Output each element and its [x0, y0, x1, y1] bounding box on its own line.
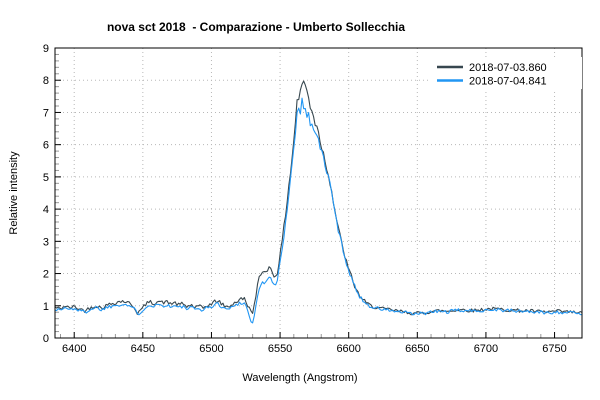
y-tick-label: 8 [43, 75, 49, 87]
y-tick-label: 7 [43, 107, 49, 119]
chart-title: nova sct 2018 - Comparazione - Umberto S… [107, 20, 405, 34]
x-tick-label: 6500 [199, 343, 223, 355]
plot-border [54, 47, 583, 339]
plot-area: 6400 6450 6500 6550 6600 6650 6700 6750 0 1 2 3 4 5 6 7… [43, 43, 583, 355]
y-tick-label: 6 [43, 140, 49, 152]
y-tick-label: 3 [43, 236, 49, 248]
legend-label: 2018-07-04.841 [469, 76, 547, 88]
x-tick-label: 6750 [542, 343, 566, 355]
y-axis-label: Relative intensity [8, 151, 20, 235]
series-lines [55, 80, 582, 324]
legend: 2018-07-03.860 2018-07-04.841 [430, 57, 582, 89]
x-tick-label: 6450 [131, 343, 155, 355]
x-tick-label: 6600 [336, 343, 360, 355]
x-tick-label: 6400 [62, 343, 86, 355]
legend-label: 2018-07-03.860 [469, 62, 547, 74]
y-tick-label: 1 [43, 301, 49, 313]
series-line-2018-07-04.841 [55, 97, 582, 324]
x-tick-label: 6700 [474, 343, 498, 355]
legend-background [430, 57, 582, 89]
x-tick-label: 6550 [268, 343, 292, 355]
y-tick-label: 9 [43, 43, 49, 55]
series-line-2018-07-03.860 [55, 80, 582, 316]
y-tick-label: 5 [43, 172, 49, 184]
y-tick-label: 2 [43, 269, 49, 281]
x-tick-label: 6650 [405, 343, 429, 355]
x-axis-label: Wavelength (Angstrom) [242, 372, 357, 384]
y-tick-label: 4 [43, 204, 49, 216]
y-tick-label: 0 [43, 333, 49, 345]
